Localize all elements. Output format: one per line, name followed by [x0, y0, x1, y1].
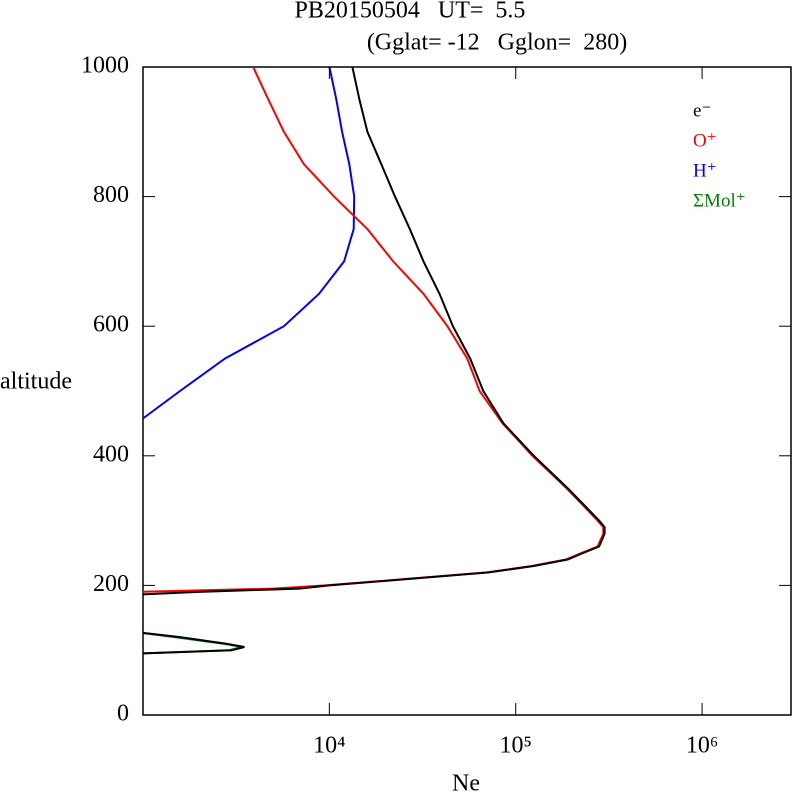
x-tick-label: 10⁵ [500, 733, 532, 759]
y-tick-label: 1000 [81, 53, 129, 79]
chart-subtitle: (Gglat= -12 Gglon= 280) [367, 30, 627, 56]
chart-title: PB20150504 UT= 5.5 [295, 0, 526, 24]
y-tick-label: 600 [93, 312, 129, 338]
profile-line [143, 67, 606, 655]
profile-line [143, 67, 605, 593]
legend-entry: ΣMol⁺ [693, 190, 746, 211]
y-tick-label: 400 [93, 441, 129, 467]
legend-entry: O⁺ [693, 130, 717, 151]
x-tick-label: 10⁴ [313, 733, 345, 759]
x-tick-label: 10⁶ [686, 733, 718, 759]
plot-area [143, 67, 606, 655]
y-tick-label: 0 [117, 701, 129, 727]
y-tick-label: 200 [93, 571, 129, 597]
legend-entry: e⁻ [693, 100, 711, 121]
x-axis-label: Ne [452, 771, 480, 796]
profile-line [143, 67, 356, 420]
y-tick-label: 800 [93, 182, 129, 208]
plot-frame [142, 66, 792, 716]
legend-entry: H⁺ [693, 160, 717, 181]
y-axis-label: altitude [0, 369, 72, 395]
